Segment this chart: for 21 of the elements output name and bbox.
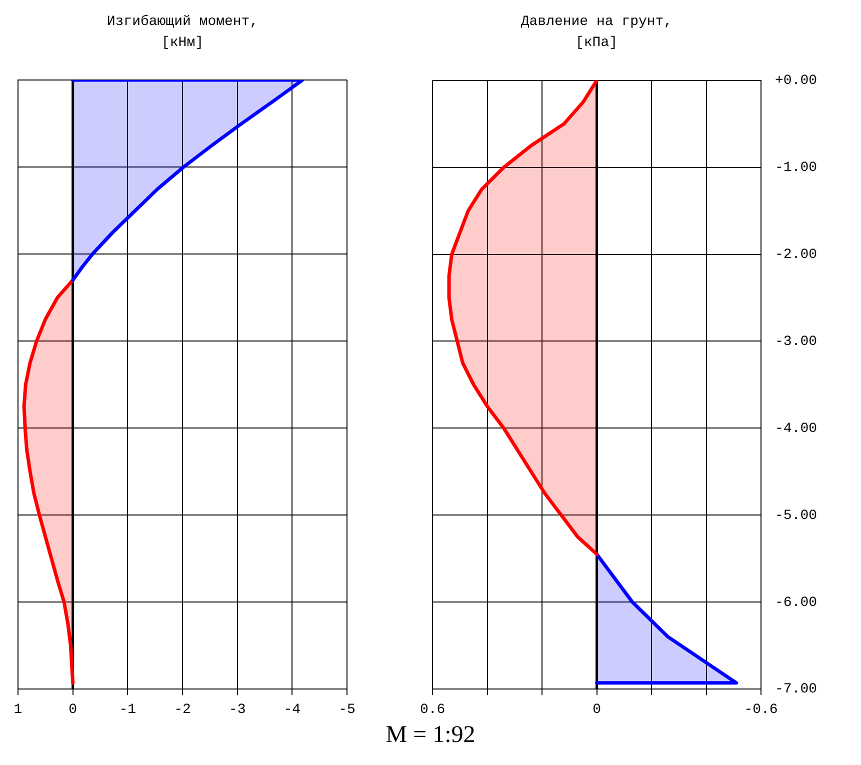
x-tick-label: 0 [592,702,602,718]
y-tick-label: -4.00 [775,420,818,437]
x-tick-label: 1 [14,702,22,718]
x-tick-label: -3 [228,702,246,718]
x-tick-label: -5 [338,702,356,718]
x-tick-label: -1 [119,702,136,718]
y-tick-label: -2.00 [775,246,818,263]
x-tick-label: -4 [284,702,301,718]
x-tick-label: -0.6 [744,702,778,718]
text: M = 1:92 [384,722,476,749]
y-tick-label: -3.00 [775,334,818,350]
y-tick-label: -7.00 [775,682,818,698]
x-tick-label: -2 [174,702,191,718]
y-tick-label: -5.00 [775,508,818,524]
y-tick-label: -6.00 [775,594,818,611]
x-tick-label: 0.6 [420,702,446,718]
x-tick-label: 0 [68,702,78,718]
chart-title: Изгибающий момент, [кНм] [106,13,260,53]
y-tick-label: +0.00 [775,73,818,90]
y-tick-label: -1.00 [775,160,818,176]
chart-title: Давление на грунт, [кПа] [520,13,674,53]
